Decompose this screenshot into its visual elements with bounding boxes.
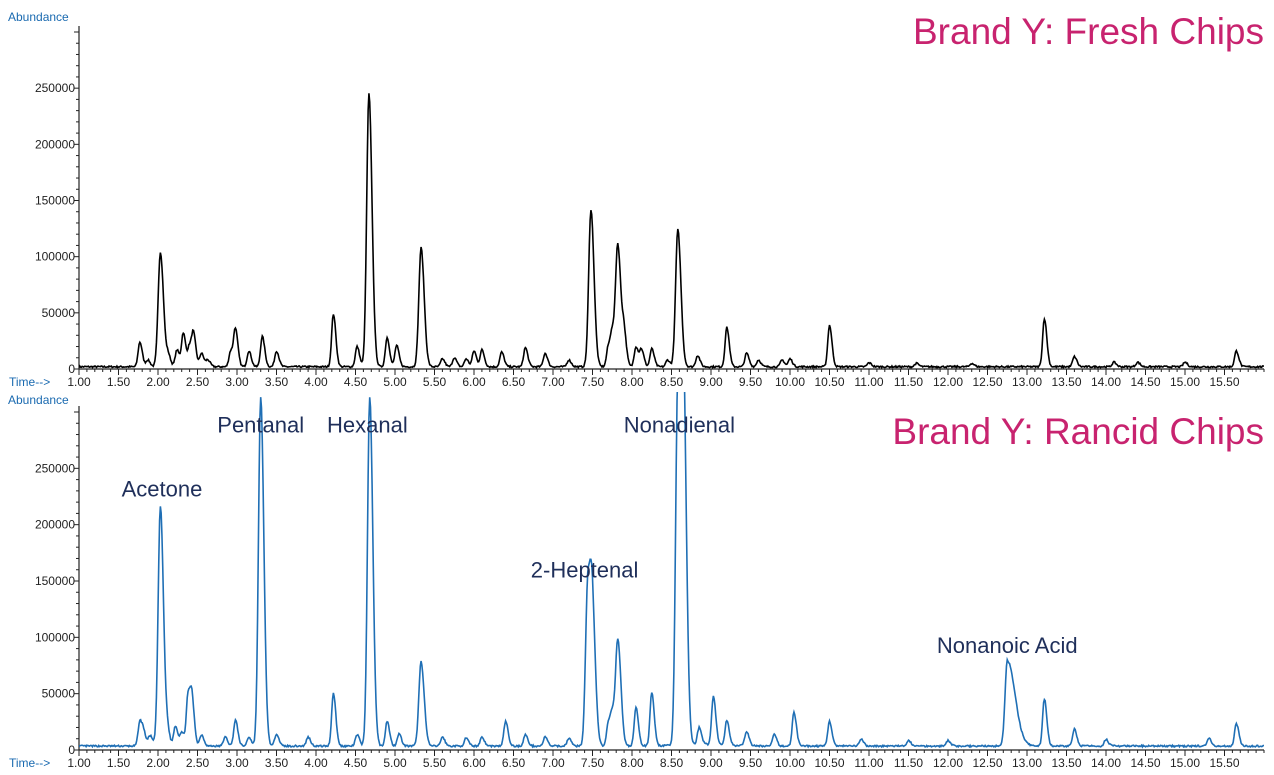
x-tick-label: 2.00 xyxy=(146,756,170,770)
x-tick-label: 15.50 xyxy=(1209,756,1239,770)
chart-title-fresh: Brand Y: Fresh Chips xyxy=(913,11,1264,52)
x-tick-label: 15.50 xyxy=(1209,375,1239,389)
y-tick-label: 50000 xyxy=(42,306,76,320)
peak-annotation: Acetone xyxy=(122,477,203,502)
x-tick-label: 6.50 xyxy=(502,756,526,770)
x-tick-label: 3.00 xyxy=(225,375,249,389)
x-tick-label: 2.00 xyxy=(146,375,170,389)
y-tick-label: 250000 xyxy=(35,81,75,95)
x-tick-label: 8.50 xyxy=(660,756,684,770)
peak-annotation: 2-Heptenal xyxy=(531,558,639,583)
x-tick-label: 6.00 xyxy=(462,756,486,770)
x-tick-label: 10.00 xyxy=(775,375,805,389)
x-tick-label: 9.50 xyxy=(739,375,763,389)
x-tick-label: 7.00 xyxy=(541,375,565,389)
x-tick-label: 4.00 xyxy=(304,375,328,389)
x-axis-label-rancid: Time--> xyxy=(9,756,50,770)
x-tick-label: 11.00 xyxy=(854,756,883,770)
peak-annotation: Pentanal xyxy=(217,412,304,437)
x-tick-label: 14.00 xyxy=(1091,375,1121,389)
x-tick-label: 12.50 xyxy=(972,375,1002,389)
x-tick-label: 9.00 xyxy=(699,756,723,770)
x-tick-label: 11.50 xyxy=(894,375,923,389)
x-tick-label: 5.00 xyxy=(383,375,407,389)
x-tick-label: 13.00 xyxy=(1012,375,1042,389)
y-axis-label-fresh: Abundance xyxy=(8,10,69,24)
x-tick-label: 15.00 xyxy=(1170,756,1200,770)
x-tick-label: 12.50 xyxy=(972,756,1002,770)
x-tick-label: 14.50 xyxy=(1130,756,1160,770)
x-tick-label: 7.50 xyxy=(581,756,605,770)
y-tick-label: 150000 xyxy=(35,574,75,588)
x-tick-label: 2.50 xyxy=(186,756,210,770)
x-axis-label-fresh: Time--> xyxy=(9,375,50,389)
x-tick-label: 3.00 xyxy=(225,756,249,770)
x-tick-label: 5.50 xyxy=(423,375,447,389)
chart-title-rancid: Brand Y: Rancid Chips xyxy=(892,411,1264,452)
x-tick-label: 10.50 xyxy=(814,375,844,389)
x-tick-label: 4.50 xyxy=(344,756,368,770)
x-tick-label: 11.50 xyxy=(894,756,923,770)
y-tick-label: 0 xyxy=(68,743,75,757)
series-line xyxy=(79,93,1264,369)
x-tick-label: 13.50 xyxy=(1051,756,1081,770)
x-tick-label: 3.50 xyxy=(265,756,289,770)
x-tick-label: 11.00 xyxy=(854,375,883,389)
x-tick-label: 12.00 xyxy=(933,375,963,389)
x-tick-label: 8.50 xyxy=(660,375,684,389)
x-tick-label: 12.00 xyxy=(933,756,963,770)
x-tick-label: 14.00 xyxy=(1091,756,1121,770)
x-tick-label: 9.00 xyxy=(699,375,723,389)
x-tick-label: 14.50 xyxy=(1130,375,1160,389)
x-tick-label: 7.50 xyxy=(581,375,605,389)
series-line xyxy=(79,392,1264,749)
y-tick-label: 250000 xyxy=(35,461,75,475)
x-tick-label: 7.00 xyxy=(541,756,565,770)
peak-annotation: Hexanal xyxy=(327,412,408,437)
x-tick-label: 13.00 xyxy=(1012,756,1042,770)
x-tick-label: 6.50 xyxy=(502,375,526,389)
y-tick-label: 200000 xyxy=(35,518,75,532)
x-tick-label: 1.50 xyxy=(107,756,131,770)
y-tick-label: 0 xyxy=(68,362,75,376)
y-tick-label: 100000 xyxy=(35,250,75,264)
x-tick-label: 1.00 xyxy=(67,756,91,770)
panel-fresh-chips: Brand Y: Fresh Chips Abundance Time--> 0… xyxy=(8,10,1265,389)
x-tick-label: 5.50 xyxy=(423,756,447,770)
panel-rancid-chips: Brand Y: Rancid Chips Abundance Time--> … xyxy=(8,392,1265,770)
x-tick-label: 15.00 xyxy=(1170,375,1200,389)
x-tick-label: 4.00 xyxy=(304,756,328,770)
x-tick-label: 10.00 xyxy=(775,756,805,770)
x-tick-label: 4.50 xyxy=(344,375,368,389)
y-tick-label: 100000 xyxy=(35,630,75,644)
x-tick-label: 9.50 xyxy=(739,756,763,770)
x-tick-label: 13.50 xyxy=(1051,375,1081,389)
x-tick-label: 2.50 xyxy=(186,375,210,389)
y-tick-label: 200000 xyxy=(35,137,75,151)
x-tick-label: 1.50 xyxy=(107,375,131,389)
x-tick-label: 10.50 xyxy=(814,756,844,770)
x-tick-label: 8.00 xyxy=(620,375,644,389)
y-tick-label: 150000 xyxy=(35,194,75,208)
x-tick-label: 8.00 xyxy=(620,756,644,770)
x-tick-label: 5.00 xyxy=(383,756,407,770)
x-tick-label: 1.00 xyxy=(67,375,91,389)
y-axis-label-rancid: Abundance xyxy=(8,393,69,407)
peak-annotation: Nonadienal xyxy=(624,412,735,437)
peak-annotation: Nonanoic Acid xyxy=(937,633,1078,658)
x-tick-label: 3.50 xyxy=(265,375,289,389)
y-tick-label: 50000 xyxy=(42,687,76,701)
x-tick-label: 6.00 xyxy=(462,375,486,389)
